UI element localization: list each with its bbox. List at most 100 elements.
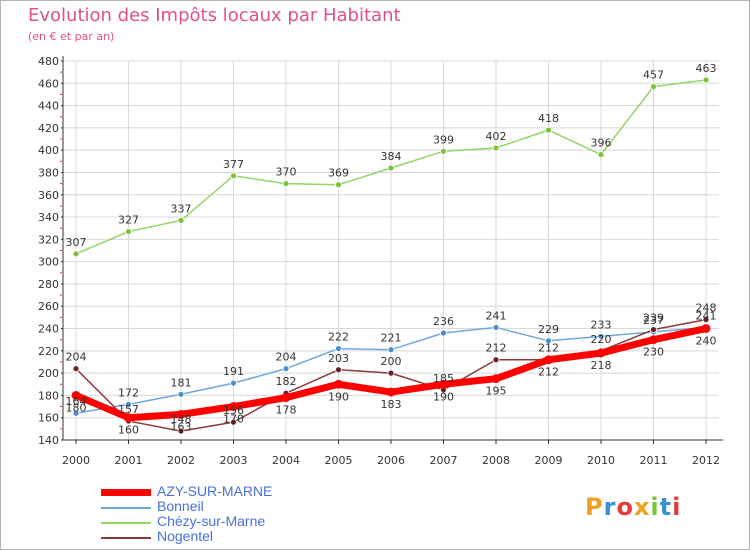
data-label: 160: [118, 424, 139, 437]
data-label: 402: [486, 130, 507, 143]
x-tick-label: 2004: [272, 454, 300, 467]
data-label: 204: [66, 351, 87, 364]
legend-label-nogentel: Nogentel: [157, 528, 214, 544]
x-tick-label: 2008: [482, 454, 510, 467]
data-label: 396: [591, 137, 612, 150]
data-label: 182: [276, 375, 297, 388]
y-tick-label: 440: [38, 100, 59, 113]
data-point: [597, 151, 605, 159]
data-label: 222: [328, 331, 349, 344]
data-point: [702, 316, 710, 324]
data-label: 220: [591, 333, 612, 346]
data-point: [545, 337, 552, 345]
x-tick-label: 2012: [692, 454, 720, 467]
data-label: 218: [591, 359, 612, 372]
legend-item-chezy: Chézy-sur-Marne: [101, 513, 361, 530]
y-tick-label: 220: [38, 345, 59, 358]
data-point: [335, 181, 342, 189]
data-label: 240: [696, 335, 717, 348]
data-point: [701, 324, 711, 333]
data-label: 163: [171, 420, 192, 433]
data-label: 180: [66, 401, 87, 414]
legend-swatch-chezy: [101, 522, 151, 524]
x-tick-label: 2003: [220, 454, 248, 467]
data-point: [596, 348, 606, 358]
data-point: [387, 346, 395, 354]
data-label: 239: [643, 312, 664, 325]
data-label: 377: [223, 158, 244, 171]
data-point: [387, 164, 395, 172]
data-point: [124, 413, 133, 423]
chart-title: Evolution des Impôts locaux par Habitant: [28, 5, 401, 26]
x-tick-label: 2009: [535, 454, 563, 467]
x-tick-label: 2000: [62, 454, 90, 467]
data-label: 212: [486, 342, 507, 355]
data-point: [386, 387, 396, 397]
data-point: [649, 335, 658, 345]
data-point: [125, 228, 132, 235]
y-tick-label: 160: [38, 412, 59, 425]
data-point: [440, 147, 447, 155]
data-label: 212: [538, 342, 559, 355]
logo-letter: i: [650, 493, 660, 521]
data-label: 195: [486, 385, 507, 398]
logo-letter: o: [616, 493, 634, 521]
data-label: 200: [381, 355, 402, 368]
legend-label-chezy: Chézy-sur-Marne: [157, 513, 266, 529]
legend-swatch-nogentel: [101, 537, 151, 539]
logo-letter: i: [672, 493, 682, 521]
data-label: 307: [66, 236, 87, 249]
data-point: [177, 217, 185, 224]
data-label: 190: [328, 390, 349, 403]
data-label: 230: [643, 346, 664, 359]
data-point: [282, 180, 290, 188]
y-tick-label: 180: [38, 389, 59, 402]
y-tick-label: 200: [38, 367, 59, 380]
legend-label-azy: AZY-SUR-MARNE: [157, 483, 273, 499]
x-tick-label: 2007: [430, 454, 458, 467]
data-point: [282, 365, 290, 373]
y-tick-label: 400: [38, 144, 59, 157]
data-point: [702, 76, 710, 84]
data-label: 164: [66, 395, 87, 408]
data-label: 170: [223, 413, 244, 426]
data-label: 181: [171, 376, 192, 389]
y-tick-label: 280: [38, 278, 59, 291]
data-label: 185: [433, 372, 454, 385]
data-label: 212: [538, 366, 559, 379]
data-point: [125, 400, 132, 408]
x-tick-label: 2001: [115, 454, 143, 467]
data-label: 457: [643, 69, 664, 82]
data-point: [491, 374, 501, 384]
data-point: [177, 390, 185, 398]
y-tick-label: 460: [38, 77, 59, 90]
data-point: [650, 83, 657, 91]
y-tick-label: 140: [38, 434, 59, 447]
data-point: [335, 345, 342, 352]
data-label: 172: [118, 386, 139, 399]
legend-item-bonneil: Bonneil: [101, 498, 361, 515]
x-tick-label: 2010: [587, 454, 615, 467]
data-label: 203: [328, 352, 349, 365]
legend-swatch-bonneil: [101, 507, 151, 509]
data-label: 157: [118, 403, 139, 416]
data-label: 399: [433, 133, 454, 146]
logo-letter: r: [603, 493, 617, 521]
x-tick-label: 2006: [377, 454, 405, 467]
data-label: 248: [696, 302, 717, 315]
legend-item-nogentel: Nogentel: [101, 528, 361, 545]
data-point: [230, 418, 237, 426]
data-point: [492, 144, 500, 152]
y-tick-label: 240: [38, 323, 59, 336]
data-point: [650, 326, 657, 334]
y-tick-label: 380: [38, 166, 59, 179]
data-point: [281, 393, 291, 403]
x-tick-label: 2005: [325, 454, 353, 467]
data-point: [335, 366, 342, 374]
data-point: [230, 379, 237, 387]
data-point: [492, 324, 500, 331]
data-point: [334, 379, 343, 389]
data-label: 233: [591, 318, 612, 331]
data-point: [545, 126, 552, 134]
y-tick-label: 300: [38, 256, 59, 269]
